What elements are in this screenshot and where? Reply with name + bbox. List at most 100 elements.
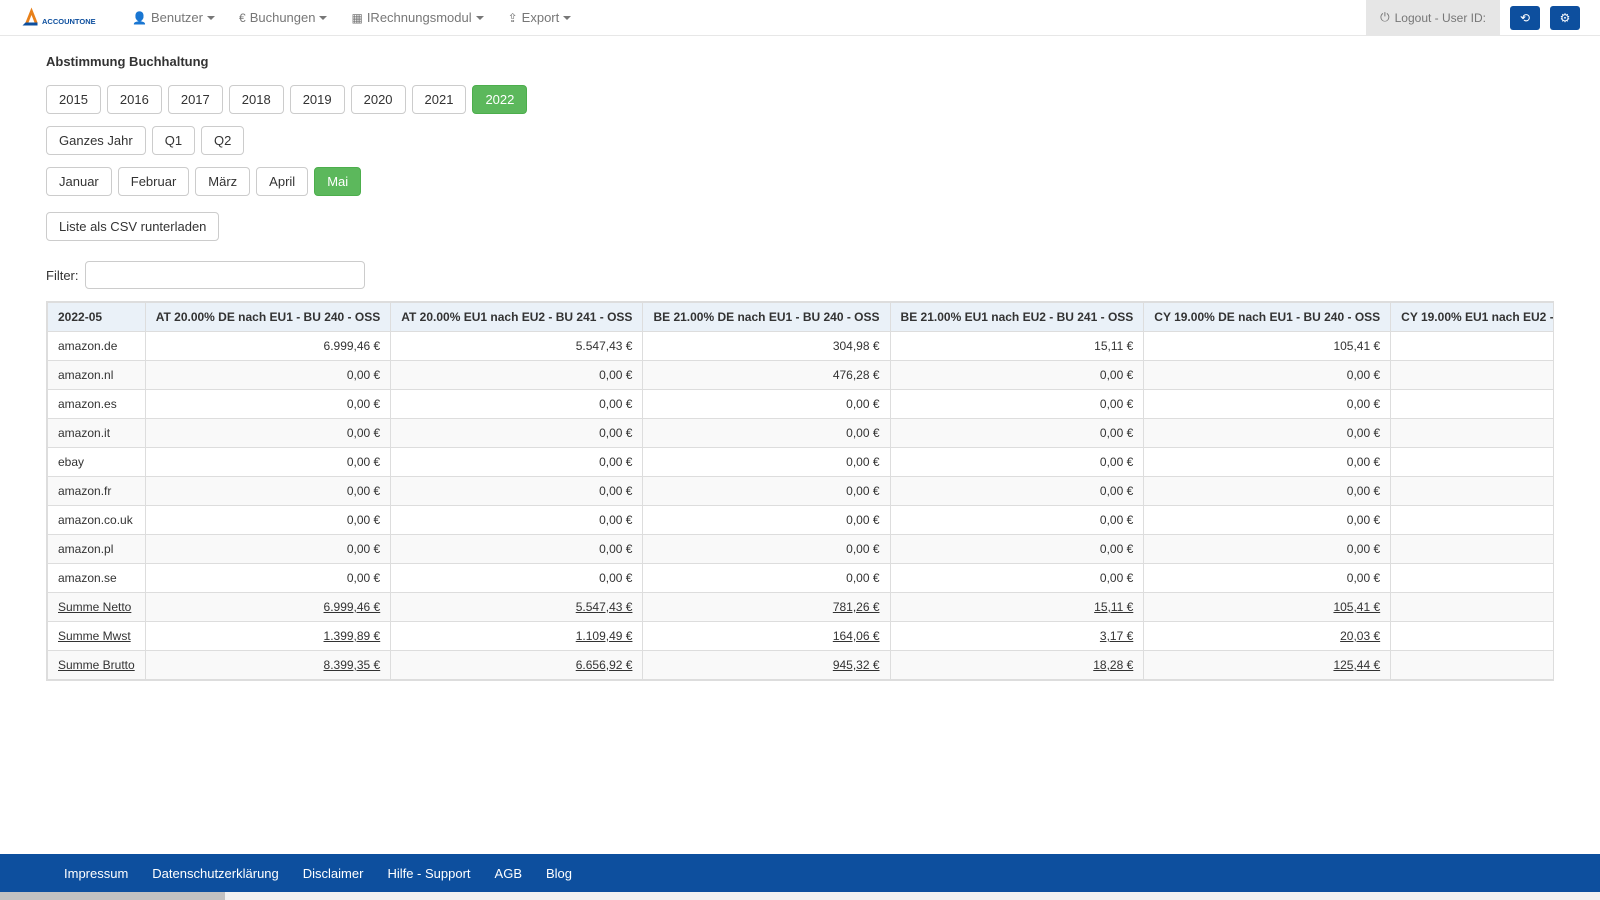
cell-value: 0,00 €: [391, 361, 643, 390]
table-row: amazon.pl0,00 €0,00 €0,00 €0,00 €0,00 €0…: [48, 535, 1555, 564]
footer-link-impressum[interactable]: Impressum: [64, 866, 128, 881]
cell-value: 0,00 €: [1144, 448, 1391, 477]
cell-value: 0,00 €: [391, 448, 643, 477]
table-column-header[interactable]: BE 21.00% EU1 nach EU2 - BU 241 - OSS: [890, 303, 1144, 332]
year-row-2019[interactable]: 2019: [290, 85, 345, 114]
table-row: amazon.fr0,00 €0,00 €0,00 €0,00 €0,00 €0…: [48, 477, 1555, 506]
cell-value: 781,26 €: [643, 593, 890, 622]
row-label: amazon.de: [48, 332, 146, 361]
quarter-row-q1[interactable]: Q1: [152, 126, 195, 155]
footer-link-datenschutzerkl-rung[interactable]: Datenschutzerklärung: [152, 866, 278, 881]
cell-value: 125,44 €: [1144, 651, 1391, 680]
footer-link-hilfe-support[interactable]: Hilfe - Support: [387, 866, 470, 881]
cell-value: 0,00 €: [1144, 390, 1391, 419]
year-row-2022[interactable]: 2022: [472, 85, 527, 114]
year-row-2020[interactable]: 2020: [351, 85, 406, 114]
footer: Impressum Datenschutzerklärung Disclaimer H…: [0, 854, 1600, 892]
cell-value: 0,00 €: [890, 564, 1144, 593]
cell-value: 0,00 €: [145, 361, 391, 390]
table-sum-row: Summe Mwst1.399,89 €1.109,49 €164,06 €3,…: [48, 622, 1555, 651]
cell-value: 0,00 €: [890, 477, 1144, 506]
year-row-2021[interactable]: 2021: [412, 85, 467, 114]
row-label: amazon.nl: [48, 361, 146, 390]
settings-button[interactable]: ⚙: [1550, 6, 1580, 30]
filter-input[interactable]: [85, 261, 365, 289]
month-row-januar[interactable]: Januar: [46, 167, 112, 196]
cell-value: 0,00 €: [643, 448, 890, 477]
cell-value: 1.399,89 €: [145, 622, 391, 651]
filter-label: Filter:: [46, 268, 79, 283]
table-sum-row: Summe Brutto8.399,35 €6.656,92 €945,32 €…: [48, 651, 1555, 680]
table-row: amazon.es0,00 €0,00 €0,00 €0,00 €0,00 €0…: [48, 390, 1555, 419]
cell-value: 6.656,92 €: [391, 651, 643, 680]
table-column-header[interactable]: AT 20.00% DE nach EU1 - BU 240 - OSS: [145, 303, 391, 332]
navbar: ACCOUNTONE 👤Benutzer€Buchungen▦IRechnung…: [0, 0, 1600, 36]
nav-irechnungsmodul[interactable]: ▦IRechnungsmodul: [339, 0, 495, 36]
cell-value: 0,00 €: [643, 419, 890, 448]
month-row-februar[interactable]: Februar: [118, 167, 190, 196]
row-label: ebay: [48, 448, 146, 477]
table-column-header[interactable]: CY 19.00% EU1 nach EU2 - BU 241 - OSS: [1391, 303, 1554, 332]
cell-value: 0,00 €: [643, 535, 890, 564]
svg-text:ACCOUNTONE: ACCOUNTONE: [42, 17, 96, 26]
footer-link-agb[interactable]: AGB: [495, 866, 522, 881]
table-column-header[interactable]: AT 20.00% EU1 nach EU2 - BU 241 - OSS: [391, 303, 643, 332]
cell-value: 14,95 €: [1391, 622, 1554, 651]
row-label: amazon.se: [48, 564, 146, 593]
cell-value: 20,03 €: [1144, 622, 1391, 651]
quarter-row-q2[interactable]: Q2: [201, 126, 244, 155]
year-selector: 20152016201720182019202020212022: [46, 85, 1554, 114]
cell-value: 0,00 €: [1144, 535, 1391, 564]
cell-value: 0,00 €: [145, 535, 391, 564]
footer-link-disclaimer[interactable]: Disclaimer: [303, 866, 364, 881]
month-row-märz[interactable]: März: [195, 167, 250, 196]
row-label: Summe Brutto: [48, 651, 146, 680]
nav-benutzer[interactable]: 👤Benutzer: [120, 0, 227, 36]
nav-item-label: IRechnungsmodul: [367, 10, 472, 25]
cell-value: 15,11 €: [890, 593, 1144, 622]
footer-link-blog[interactable]: Blog: [546, 866, 572, 881]
cell-value: 0,00 €: [643, 564, 890, 593]
cell-value: 0,00 €: [391, 390, 643, 419]
year-row-2015[interactable]: 2015: [46, 85, 101, 114]
cell-value: 0,00 €: [145, 448, 391, 477]
horizontal-scrollbar[interactable]: [0, 892, 1600, 900]
cell-value: 5.547,43 €: [391, 593, 643, 622]
table-column-header[interactable]: BE 21.00% DE nach EU1 - BU 240 - OSS: [643, 303, 890, 332]
cell-value: 0,00 €: [890, 506, 1144, 535]
cell-value: 8.399,35 €: [145, 651, 391, 680]
cell-value: 15,11 €: [890, 332, 1144, 361]
upload-icon: ⇪: [508, 11, 518, 25]
download-csv-button[interactable]: Liste als CSV runterladen: [46, 212, 219, 241]
month-row-april[interactable]: April: [256, 167, 308, 196]
page-title: Abstimmung Buchhaltung: [46, 54, 1554, 69]
cell-value: 0,00 €: [1144, 419, 1391, 448]
refresh-button[interactable]: ⟲: [1510, 6, 1540, 30]
year-row-2016[interactable]: 2016: [107, 85, 162, 114]
cell-value: 0,00 €: [1144, 361, 1391, 390]
cell-value: 0,00 €: [145, 477, 391, 506]
row-label: amazon.pl: [48, 535, 146, 564]
cell-value: 0,00 €: [391, 535, 643, 564]
chevron-down-icon: [476, 16, 484, 20]
year-row-2018[interactable]: 2018: [229, 85, 284, 114]
cell-value: 0,00 €: [1391, 506, 1554, 535]
logout-button[interactable]: ⏻ Logout - User ID:: [1366, 0, 1500, 36]
cell-value: 0,00 €: [145, 506, 391, 535]
cell-value: 0,00 €: [1144, 477, 1391, 506]
month-row-mai[interactable]: Mai: [314, 167, 361, 196]
nav-export[interactable]: ⇪Export: [496, 0, 584, 36]
cell-value: 0,00 €: [1391, 361, 1554, 390]
table-row: ebay0,00 €0,00 €0,00 €0,00 €0,00 €0,00 €: [48, 448, 1555, 477]
brand-logo[interactable]: ACCOUNTONE: [0, 6, 120, 30]
cell-value: 105,41 €: [1144, 332, 1391, 361]
table-row: amazon.co.uk0,00 €0,00 €0,00 €0,00 €0,00…: [48, 506, 1555, 535]
table-sum-row: Summe Netto6.999,46 €5.547,43 €781,26 €1…: [48, 593, 1555, 622]
year-row-2017[interactable]: 2017: [168, 85, 223, 114]
cell-value: 0,00 €: [145, 419, 391, 448]
nav-buchungen[interactable]: €Buchungen: [227, 0, 339, 36]
quarter-row-ganzes-jahr[interactable]: Ganzes Jahr: [46, 126, 146, 155]
logout-label: Logout - User ID:: [1395, 11, 1486, 25]
data-table: 2022-05AT 20.00% DE nach EU1 - BU 240 - …: [47, 302, 1554, 680]
table-column-header[interactable]: CY 19.00% DE nach EU1 - BU 240 - OSS: [1144, 303, 1391, 332]
